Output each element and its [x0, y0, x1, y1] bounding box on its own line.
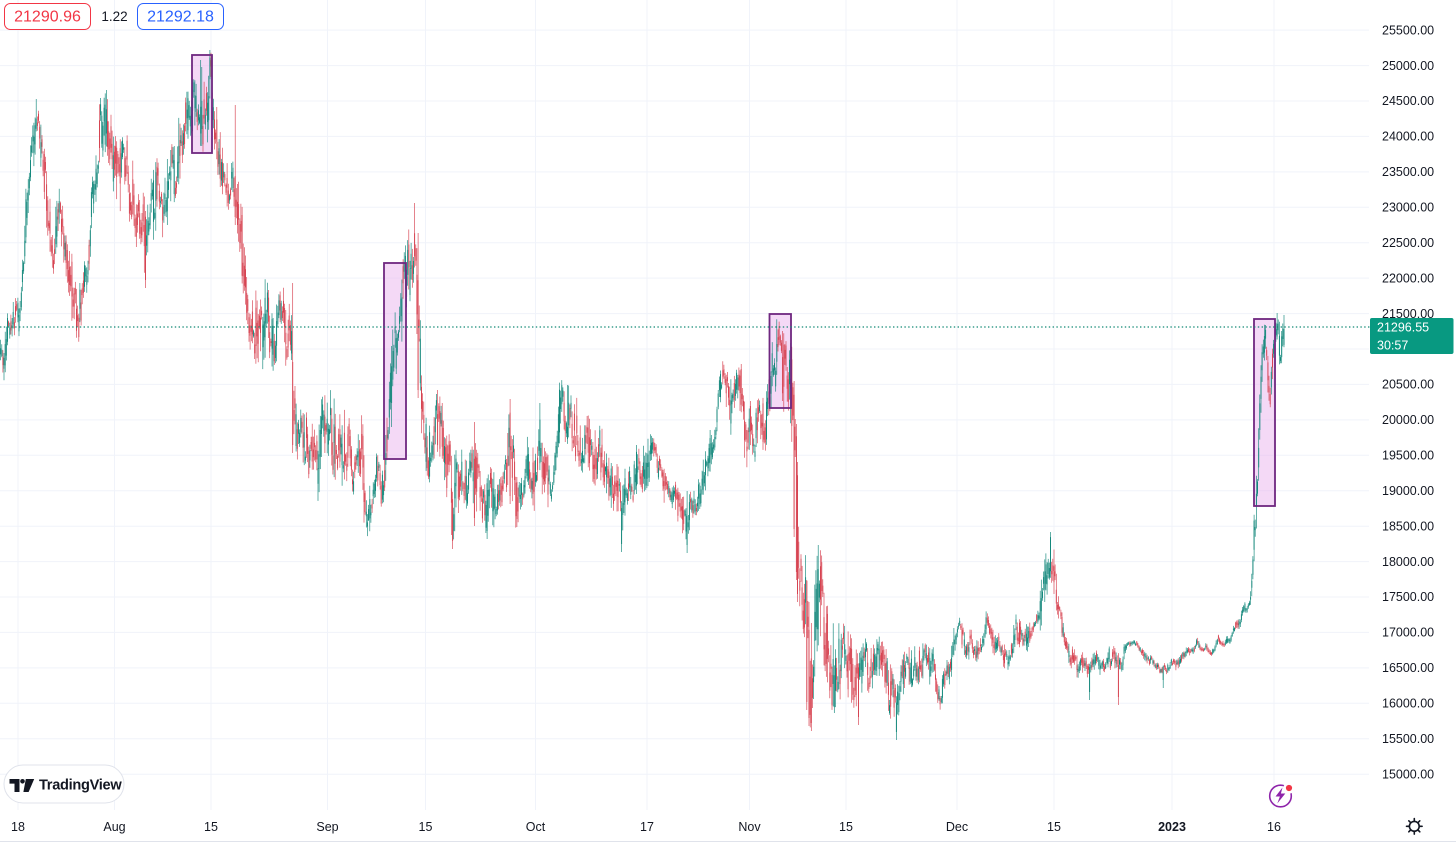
svg-text:Aug: Aug — [103, 820, 125, 834]
svg-text:15: 15 — [1047, 820, 1061, 834]
svg-text:16: 16 — [1267, 820, 1281, 834]
svg-text:24500.00: 24500.00 — [1382, 94, 1434, 108]
svg-text:TradingView: TradingView — [39, 778, 122, 794]
svg-text:24000.00: 24000.00 — [1382, 130, 1434, 144]
svg-text:15500.00: 15500.00 — [1382, 732, 1434, 746]
svg-text:15: 15 — [204, 820, 218, 834]
svg-text:25000.00: 25000.00 — [1382, 59, 1434, 73]
svg-text:17500.00: 17500.00 — [1382, 590, 1434, 604]
svg-text:22000.00: 22000.00 — [1382, 271, 1434, 285]
svg-text:Dec: Dec — [946, 820, 968, 834]
svg-text:21296.55: 21296.55 — [1377, 321, 1429, 335]
svg-text:15000.00: 15000.00 — [1382, 767, 1434, 781]
svg-text:20000.00: 20000.00 — [1382, 413, 1434, 427]
svg-text:18500.00: 18500.00 — [1382, 519, 1434, 533]
svg-text:Nov: Nov — [738, 820, 761, 834]
svg-text:21290.96: 21290.96 — [14, 9, 81, 26]
svg-text:17000.00: 17000.00 — [1382, 626, 1434, 640]
svg-text:20500.00: 20500.00 — [1382, 378, 1434, 392]
svg-text:16000.00: 16000.00 — [1382, 697, 1434, 711]
svg-text:22500.00: 22500.00 — [1382, 236, 1434, 250]
svg-text:21292.18: 21292.18 — [147, 9, 214, 26]
svg-text:19500.00: 19500.00 — [1382, 449, 1434, 463]
svg-text:19000.00: 19000.00 — [1382, 484, 1434, 498]
svg-text:25500.00: 25500.00 — [1382, 23, 1434, 37]
svg-text:18000.00: 18000.00 — [1382, 555, 1434, 569]
svg-text:30:57: 30:57 — [1377, 339, 1408, 353]
svg-text:18: 18 — [11, 820, 25, 834]
svg-text:15: 15 — [419, 820, 433, 834]
svg-text:21500.00: 21500.00 — [1382, 307, 1434, 321]
svg-text:16500.00: 16500.00 — [1382, 661, 1434, 675]
svg-text:Sep: Sep — [316, 820, 338, 834]
svg-text:17: 17 — [640, 820, 654, 834]
svg-text:23000.00: 23000.00 — [1382, 201, 1434, 215]
svg-text:15: 15 — [839, 820, 853, 834]
svg-text:2023: 2023 — [1158, 820, 1186, 834]
svg-text:1.22: 1.22 — [101, 9, 127, 24]
svg-text:23500.00: 23500.00 — [1382, 165, 1434, 179]
svg-text:Oct: Oct — [526, 820, 546, 834]
